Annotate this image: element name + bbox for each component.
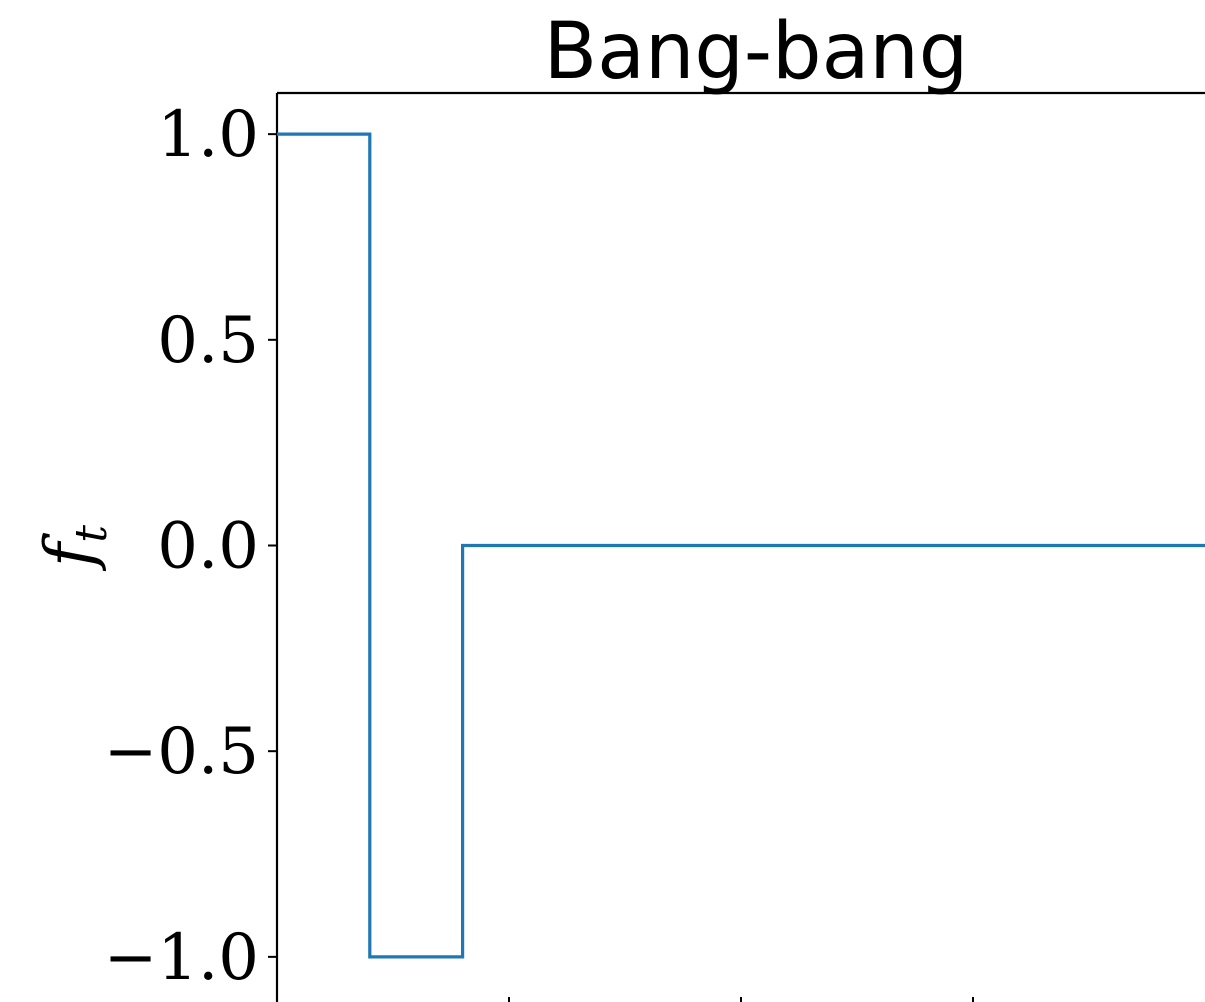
y-tick-label: 0.0 — [157, 510, 259, 584]
x-axis-ticks — [508, 997, 974, 1002]
svg-text:ft: ft — [31, 525, 117, 572]
y-tick-label: −1.0 — [104, 921, 259, 995]
plot-area — [275, 91, 1205, 1002]
series-line-1 — [277, 132, 1205, 959]
y-axis-ticks: 1.0 0.5 0.0 −0.5 −1.0 — [104, 98, 277, 995]
y-tick-label: 1.0 — [157, 98, 259, 172]
y-axis-label-subscript: t — [66, 525, 117, 543]
y-axis-label: ft — [31, 525, 117, 572]
y-tick-label: 0.5 — [157, 304, 259, 378]
chart-title: Bang-bang — [544, 7, 969, 97]
y-tick-label: −0.5 — [104, 715, 259, 789]
